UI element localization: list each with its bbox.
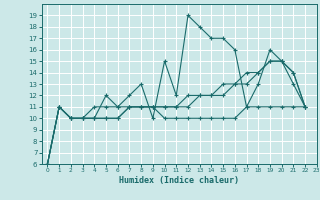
X-axis label: Humidex (Indice chaleur): Humidex (Indice chaleur) [119, 176, 239, 185]
